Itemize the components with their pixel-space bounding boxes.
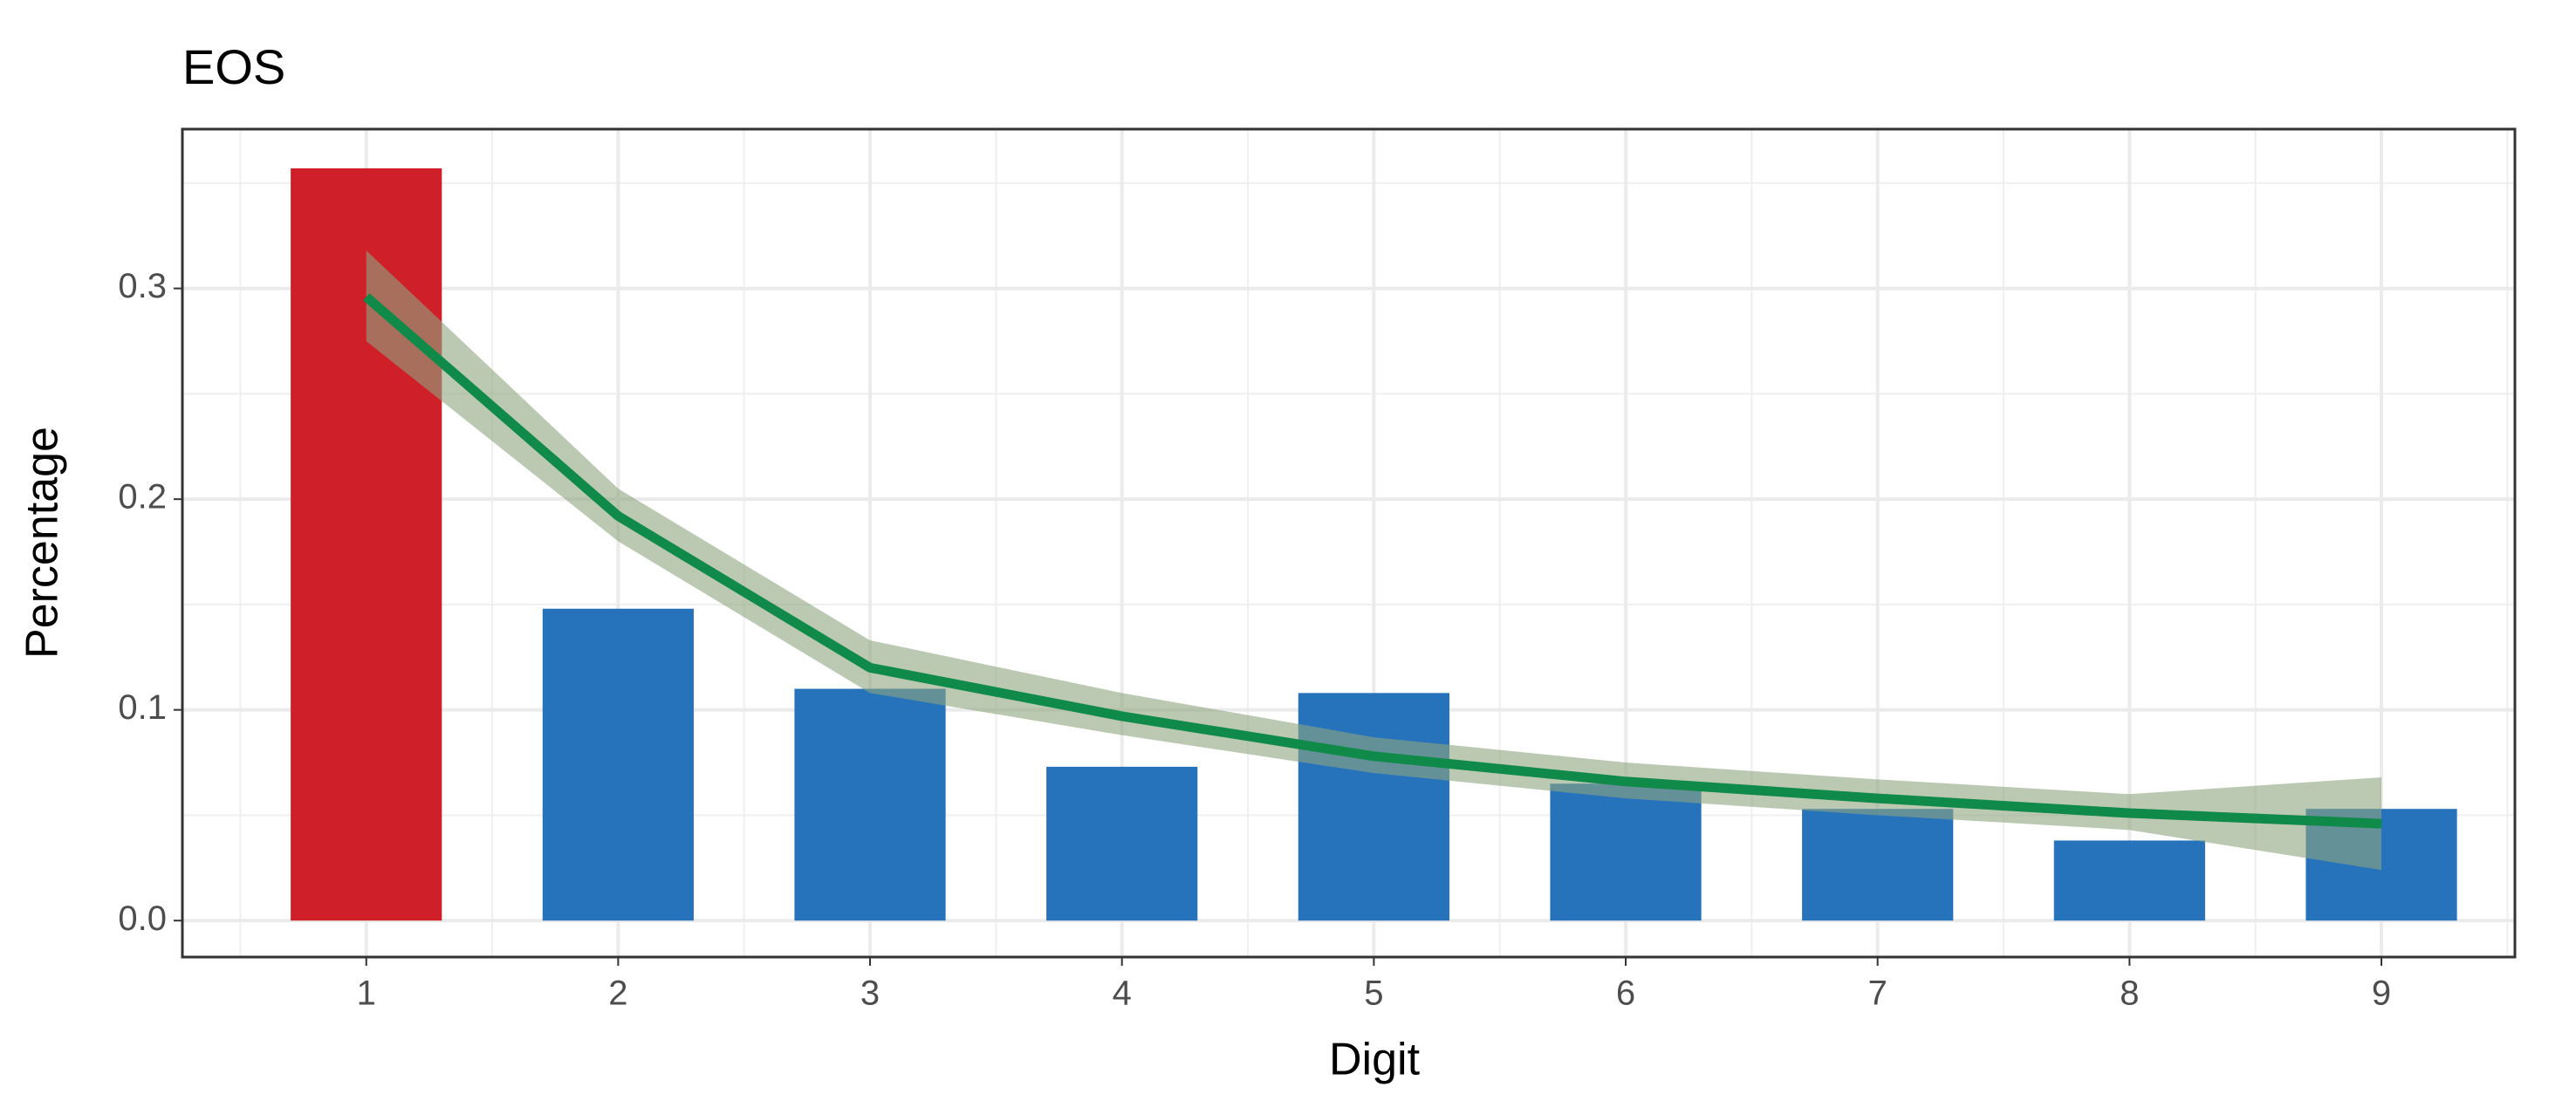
x-axis-title: Digit — [1329, 1035, 1421, 1085]
x-tick-label: 5 — [1364, 974, 1383, 1013]
y-tick-label: 0.1 — [118, 688, 167, 727]
y-tick-label: 0.2 — [118, 478, 167, 516]
x-tick-label: 7 — [1868, 974, 1887, 1013]
bar — [1802, 809, 1954, 921]
smooth-line — [363, 293, 2382, 829]
x-tick-label: 2 — [608, 974, 627, 1013]
y-tick-label: 0.3 — [118, 267, 167, 305]
x-tick-label: 8 — [2120, 974, 2139, 1013]
y-axis-title: Percentage — [17, 427, 68, 659]
bar — [794, 688, 946, 921]
bar — [1550, 783, 1702, 921]
x-tick-label: 9 — [2372, 974, 2391, 1013]
confidence-ribbon — [366, 250, 2382, 871]
x-tick-label: 3 — [860, 974, 880, 1013]
y-tick-label: 0.0 — [118, 899, 167, 938]
x-tick-label: 6 — [1616, 974, 1635, 1013]
bar — [542, 608, 694, 921]
chart-title: EOS — [182, 39, 285, 94]
x-tick-label: 1 — [357, 974, 376, 1013]
bar — [1298, 693, 1449, 921]
bar — [1046, 766, 1198, 921]
panel-border — [181, 127, 2517, 959]
x-tick-label: 4 — [1113, 974, 1132, 1013]
bar — [2053, 840, 2205, 921]
